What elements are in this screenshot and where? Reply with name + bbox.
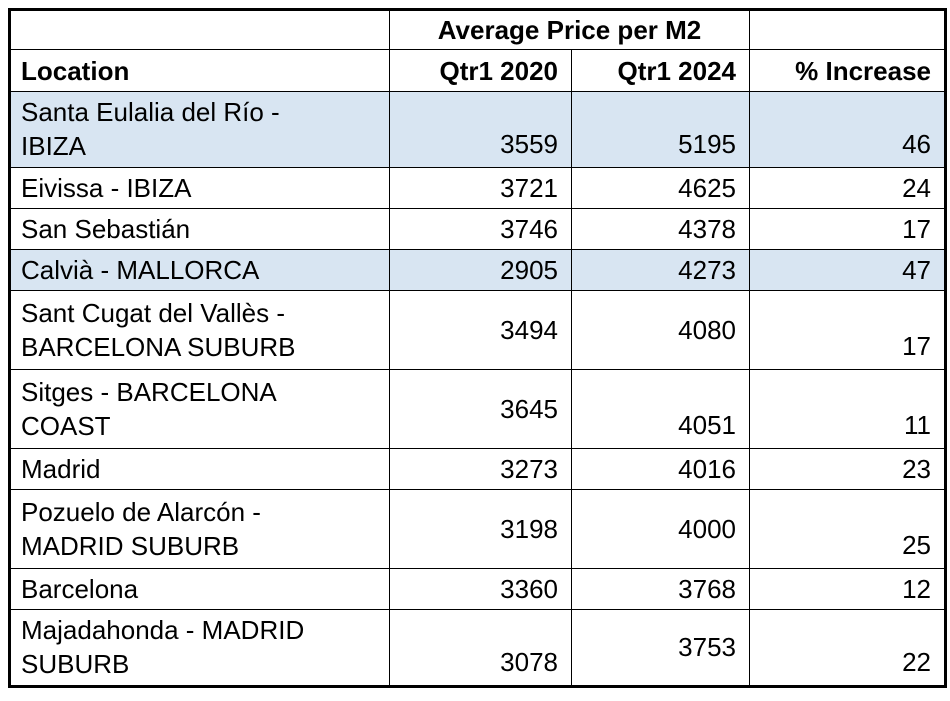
- qtr1-2020-cell: 3078: [389, 609, 572, 687]
- percent-increase-cell: 17: [749, 208, 946, 250]
- percent-increase-cell: 24: [749, 167, 946, 209]
- table-row: San Sebastián 3746 4378 17: [9, 208, 946, 250]
- qtr1-2024-cell: 4051: [571, 369, 750, 449]
- qtr1-2024-cell: 4625: [571, 167, 750, 209]
- percent-increase-cell: 23: [749, 448, 946, 490]
- qtr1-2024-cell: 4080: [571, 290, 750, 370]
- percent-increase-cell: 12: [749, 568, 946, 610]
- qtr1-2020-cell: 2905: [389, 249, 572, 291]
- table-row: Sant Cugat del Vallès - BARCELONA SUBURB…: [9, 290, 946, 370]
- col-header-qtr1-2020: Qtr1 2020: [389, 49, 572, 92]
- qtr1-2024-cell: 4000: [571, 489, 750, 569]
- percent-increase-cell: 25: [749, 489, 946, 569]
- qtr1-2024-cell: 3753: [571, 609, 750, 687]
- table-row: Madrid 3273 4016 23: [9, 448, 946, 490]
- qtr1-2020-cell: 3198: [389, 489, 572, 569]
- table-row: Calvià - MALLORCA 2905 4273 47: [9, 249, 946, 291]
- corner-cell-empty: [9, 9, 390, 50]
- percent-increase-cell: 11: [749, 369, 946, 449]
- location-cell: San Sebastián: [9, 208, 390, 250]
- qtr1-2024-cell: 4378: [571, 208, 750, 250]
- col-header-qtr1-2024: Qtr1 2024: [571, 49, 750, 92]
- table-row: Santa Eulalia del Río - IBIZA 3559 5195 …: [9, 91, 946, 168]
- table-row: Barcelona 3360 3768 12: [9, 568, 946, 610]
- location-cell: Eivissa - IBIZA: [9, 167, 390, 209]
- location-cell: Pozuelo de Alarcón - MADRID SUBURB: [9, 489, 390, 569]
- qtr1-2020-cell: 3494: [389, 290, 572, 370]
- location-cell: Santa Eulalia del Río - IBIZA: [9, 91, 390, 168]
- location-cell: Calvià - MALLORCA: [9, 249, 390, 291]
- table-row: Sitges - BARCELONA COAST 3645 4051 11: [9, 369, 946, 449]
- qtr1-2020-cell: 3360: [389, 568, 572, 610]
- percent-increase-cell: 47: [749, 249, 946, 291]
- qtr1-2020-cell: 3559: [389, 91, 572, 168]
- qtr1-2024-cell: 4016: [571, 448, 750, 490]
- col-header-percent-increase: % Increase: [749, 49, 946, 92]
- location-cell: Majadahonda - MADRID SUBURB: [9, 609, 390, 687]
- merged-header-row: Average Price per M2: [9, 9, 946, 50]
- qtr1-2024-cell: 5195: [571, 91, 750, 168]
- percent-increase-cell: 46: [749, 91, 946, 168]
- corner-cell-empty: [749, 9, 946, 50]
- col-header-location: Location: [9, 49, 390, 92]
- percent-increase-cell: 17: [749, 290, 946, 370]
- price-table: Average Price per M2 Location Qtr1 2020 …: [8, 8, 947, 688]
- qtr1-2020-cell: 3746: [389, 208, 572, 250]
- table-row: Pozuelo de Alarcón - MADRID SUBURB 3198 …: [9, 489, 946, 569]
- qtr1-2024-cell: 4273: [571, 249, 750, 291]
- qtr1-2020-cell: 3721: [389, 167, 572, 209]
- qtr1-2020-cell: 3273: [389, 448, 572, 490]
- table-row: Eivissa - IBIZA 3721 4625 24: [9, 167, 946, 209]
- qtr1-2020-cell: 3645: [389, 369, 572, 449]
- location-cell: Sitges - BARCELONA COAST: [9, 369, 390, 449]
- column-header-row: Location Qtr1 2020 Qtr1 2024 % Increase: [9, 49, 946, 92]
- merged-header-average-price: Average Price per M2: [389, 9, 750, 50]
- location-cell: Madrid: [9, 448, 390, 490]
- percent-increase-cell: 22: [749, 609, 946, 687]
- table-row: Majadahonda - MADRID SUBURB 3078 3753 22: [9, 609, 946, 687]
- location-cell: Barcelona: [9, 568, 390, 610]
- qtr1-2024-cell: 3768: [571, 568, 750, 610]
- location-cell: Sant Cugat del Vallès - BARCELONA SUBURB: [9, 290, 390, 370]
